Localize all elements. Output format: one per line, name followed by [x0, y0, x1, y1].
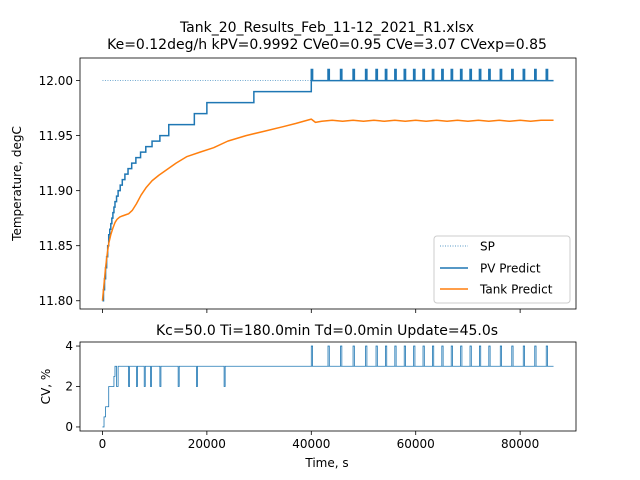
- legend: SP PV Predict Tank Predict: [433, 235, 571, 304]
- top-plot-frame: [79, 57, 577, 310]
- chart-title: Tank_20_Results_Feb_11-12_2021_R1.xlsx: [179, 20, 474, 36]
- bottom-xtick-label: 40000: [292, 437, 330, 451]
- top-ytick-label: 11.80: [39, 294, 73, 308]
- bottom-ytick-label: 0: [65, 420, 73, 434]
- bottom-xticks: 0 20000 40000 60000 80000: [99, 431, 539, 451]
- top-plot: 11.80 11.85 11.90 11.95 12.00 Temperature, d…: [10, 57, 577, 313]
- bottom-ytick-label: 4: [65, 339, 73, 353]
- bottom-xtick-label: 0: [99, 437, 107, 451]
- top-yticks: 11.80 11.85 11.90 11.95 12.00: [39, 74, 80, 308]
- bottom-xtick-label: 80000: [501, 437, 539, 451]
- legend-sp-label: SP: [480, 240, 495, 254]
- tank-predict-line: [101, 118, 554, 301]
- pv-predict-line: [102, 68, 554, 302]
- bottom-yticks: 0 2 4: [65, 339, 80, 434]
- top-y-axis-label: Temperature, degC: [10, 126, 24, 242]
- bottom-x-axis-label: Time, s: [304, 456, 348, 470]
- bottom-chart-title: Kc=50.0 Ti=180.0min Td=0.0min Update=45.…: [156, 323, 498, 339]
- top-ytick-label: 12.00: [39, 74, 73, 88]
- legend-tank-label: Tank Predict: [479, 283, 553, 297]
- bottom-plot: 0 2 4 0 20000 40000 60000 80000 CV, % Time, s: [39, 339, 577, 470]
- top-xticks: [102, 309, 521, 313]
- top-ytick-label: 11.85: [39, 239, 73, 253]
- legend-box: [433, 235, 571, 304]
- bottom-y-axis-label: CV, %: [39, 369, 53, 405]
- bottom-xtick-label: 60000: [397, 437, 435, 451]
- chart-subtitle: Ke=0.12deg/h kPV=0.9992 CVe0=0.95 CVe=3.…: [107, 37, 547, 53]
- bottom-xtick-label: 20000: [188, 437, 226, 451]
- bottom-ytick-label: 2: [65, 380, 73, 394]
- top-series-group: [101, 68, 554, 302]
- bottom-series-group: [102, 345, 554, 428]
- legend-pv-label: PV Predict: [480, 262, 541, 276]
- cv-line: [102, 345, 554, 428]
- top-ytick-label: 11.95: [39, 129, 73, 143]
- top-ytick-label: 11.90: [39, 184, 73, 198]
